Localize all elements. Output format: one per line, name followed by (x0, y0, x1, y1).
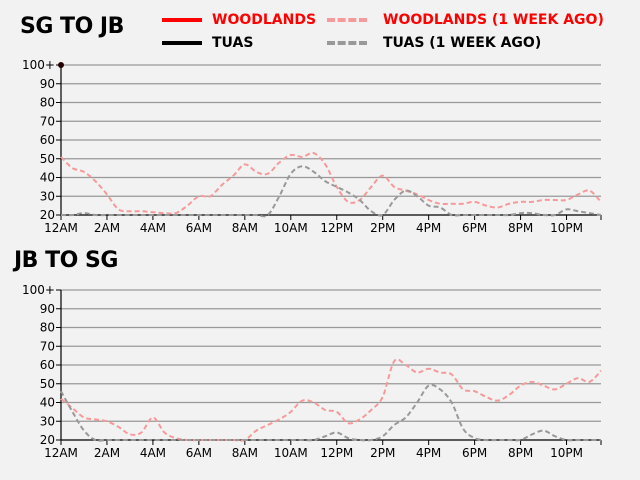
sg-to-jb-x-tick-label: 2PM (370, 221, 395, 235)
legend-swatch-woodlands (162, 18, 202, 22)
legend-label-woodlands: WOODLANDS (212, 12, 317, 28)
sg-to-jb-x-tick-label: 4PM (416, 221, 441, 235)
legend-tuas[interactable]: TUAS (162, 35, 253, 51)
jb-to-sg-x-tick-label: 2AM (94, 446, 120, 460)
jb-to-sg-y-tick-label: 60 (40, 358, 55, 372)
legend-tuas-week[interactable]: TUAS (1 WEEK AGO) (327, 35, 541, 51)
chart-title-sg-to-jb: SG TO JB (20, 14, 124, 39)
jb-to-sg-y-tick-label: 20 (40, 433, 55, 447)
sg-to-jb-series-tuas-week-ago (60, 165, 602, 218)
jb-to-sg-y-tick-label: 100+ (22, 283, 55, 297)
sg-to-jb-y-tick-label: 80 (40, 96, 55, 110)
jb-to-sg-y-tick-label: 40 (40, 396, 55, 410)
sg-to-jb-y-tick-label: 20 (40, 208, 55, 222)
legend-label-tuas-week: TUAS (1 WEEK AGO) (383, 35, 542, 51)
sg-to-jb-y-tick-label: 90 (40, 77, 55, 91)
sg-to-jb-y-tick-label: 50 (40, 152, 55, 166)
sg-to-jb-x-tick-label: 12AM (44, 221, 78, 235)
sg-to-jb-x-tick-label: 8AM (232, 221, 258, 235)
legend-label-tuas: TUAS (212, 35, 254, 51)
sg-to-jb-x-tick-label: 4AM (140, 221, 166, 235)
jb-to-sg-y-tick-label: 70 (40, 339, 55, 353)
legend-woodlands-week[interactable]: WOODLANDS (1 WEEK AGO) (327, 12, 604, 28)
sg-to-jb-y-tick-label: 40 (40, 171, 55, 185)
jb-to-sg-x-tick-label: 6PM (462, 446, 487, 460)
sg-to-jb-x-tick-label: 6AM (186, 221, 212, 235)
jb-to-sg-x-tick-label: 2PM (370, 446, 395, 460)
sg-to-jb-series-woodlands-week-ago (60, 151, 602, 215)
sg-to-jb-y-tick-label: 30 (40, 189, 55, 203)
jb-to-sg-x-tick-label: 12AM (44, 446, 78, 460)
jb-to-sg-x-tick-label: 10AM (274, 446, 308, 460)
chart-title-jb-to-sg: JB TO SG (14, 248, 118, 273)
sg-to-jb-x-tick-label: 10PM (550, 221, 583, 235)
sg-to-jb-x-tick-label: 12PM (320, 221, 353, 235)
jb-to-sg-y-tick-label: 80 (40, 321, 55, 335)
sg-to-jb-x-tick-label: 6PM (462, 221, 487, 235)
jb-to-sg-y-tick-label: 30 (40, 414, 55, 428)
legend-swatch-woodlands-week (327, 18, 367, 22)
legend-label-woodlands-week: WOODLANDS (1 WEEK AGO) (383, 12, 604, 28)
sg-to-jb-y-tick-label: 100+ (22, 58, 55, 72)
legend-woodlands[interactable]: WOODLANDS (162, 12, 316, 28)
sg-to-jb-x-tick-label: 8PM (508, 221, 533, 235)
jb-to-sg-x-tick-label: 4AM (140, 446, 166, 460)
sg-to-jb-current-point (58, 62, 64, 68)
sg-to-jb-y-tick-label: 70 (40, 114, 55, 128)
sg-to-jb-x-tick-label: 2AM (94, 221, 120, 235)
jb-to-sg-y-tick-label: 50 (40, 377, 55, 391)
sg-to-jb-x-tick-label: 10AM (274, 221, 308, 235)
jb-to-sg-x-tick-label: 12PM (320, 446, 353, 460)
jb-to-sg-series-tuas-week-ago (60, 383, 601, 442)
jb-to-sg-x-tick-label: 10PM (550, 446, 583, 460)
jb-to-sg-x-tick-label: 6AM (186, 446, 212, 460)
jb-to-sg-series-woodlands-week-ago (60, 358, 602, 442)
sg-to-jb-y-tick-label: 60 (40, 133, 55, 147)
jb-to-sg-x-tick-label: 8PM (508, 446, 533, 460)
legend-swatch-tuas (162, 41, 202, 45)
legend-swatch-tuas-week (327, 41, 367, 45)
jb-to-sg-x-tick-label: 4PM (416, 446, 441, 460)
jb-to-sg-x-tick-label: 8AM (232, 446, 258, 460)
jb-to-sg-y-tick-label: 90 (40, 302, 55, 316)
